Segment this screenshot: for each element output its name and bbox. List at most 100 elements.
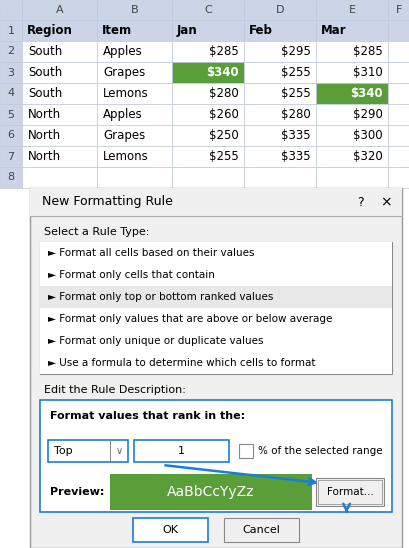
Text: F: F — [395, 5, 401, 15]
Bar — [40, 330, 391, 352]
Text: Preview:: Preview: — [50, 487, 104, 497]
Text: $285: $285 — [209, 45, 238, 58]
Bar — [22, 125, 97, 146]
Bar — [97, 104, 172, 125]
Bar — [243, 125, 315, 146]
Text: ?: ? — [356, 196, 362, 208]
Bar — [22, 104, 97, 125]
Bar — [40, 242, 391, 374]
Bar — [22, 167, 97, 188]
Bar — [172, 125, 243, 146]
Text: $280: $280 — [281, 108, 310, 121]
Text: A: A — [56, 5, 63, 15]
Text: Apples: Apples — [103, 45, 142, 58]
Bar — [48, 440, 128, 462]
Text: Mar: Mar — [320, 24, 346, 37]
Text: 2: 2 — [7, 47, 15, 56]
Text: 4: 4 — [7, 88, 15, 99]
Bar — [0, 104, 22, 125]
Text: ► Format only unique or duplicate values: ► Format only unique or duplicate values — [48, 336, 263, 346]
Bar — [315, 20, 387, 41]
Text: $310: $310 — [353, 66, 382, 79]
Text: Format values that rank in the:: Format values that rank in the: — [50, 411, 245, 421]
Bar — [387, 146, 409, 167]
Text: Feb: Feb — [248, 24, 272, 37]
Text: ► Format only values that are above or below average: ► Format only values that are above or b… — [48, 314, 332, 324]
Text: 3: 3 — [7, 67, 14, 77]
Text: % of the selected range: % of the selected range — [257, 446, 382, 456]
Bar — [315, 62, 387, 83]
Text: $290: $290 — [352, 108, 382, 121]
Bar — [243, 167, 315, 188]
Bar — [22, 83, 97, 104]
Text: ► Format only cells that contain: ► Format only cells that contain — [48, 270, 214, 280]
Bar — [243, 146, 315, 167]
Bar — [0, 167, 22, 188]
Text: E: E — [348, 5, 355, 15]
Text: $320: $320 — [353, 150, 382, 163]
Bar — [0, 41, 22, 62]
Text: $255: $255 — [209, 150, 238, 163]
Text: D: D — [275, 5, 283, 15]
Bar — [0, 125, 22, 146]
Bar — [40, 352, 391, 374]
Text: Apples: Apples — [103, 108, 142, 121]
Bar — [172, 41, 243, 62]
Bar — [40, 308, 391, 330]
Text: $335: $335 — [281, 129, 310, 142]
Bar — [315, 104, 387, 125]
Bar — [0, 0, 22, 20]
Text: 7: 7 — [7, 151, 15, 162]
Bar — [243, 0, 315, 20]
Text: 1: 1 — [7, 26, 14, 36]
Bar — [22, 20, 97, 41]
Bar — [97, 62, 172, 83]
Bar — [30, 188, 401, 548]
Text: Lemons: Lemons — [103, 87, 148, 100]
Text: $300: $300 — [353, 129, 382, 142]
Text: ► Format only top or bottom ranked values: ► Format only top or bottom ranked value… — [48, 292, 273, 302]
Bar — [110, 474, 311, 510]
Text: Region: Region — [27, 24, 73, 37]
Bar — [22, 41, 97, 62]
Bar — [223, 518, 298, 542]
Text: $260: $260 — [209, 108, 238, 121]
Bar — [172, 167, 243, 188]
Bar — [315, 167, 387, 188]
Text: Edit the Rule Description:: Edit the Rule Description: — [44, 385, 185, 395]
Bar — [40, 400, 391, 512]
Text: South: South — [28, 87, 62, 100]
Bar — [315, 0, 387, 20]
Text: C: C — [204, 5, 211, 15]
Bar — [22, 146, 97, 167]
Text: $255: $255 — [281, 66, 310, 79]
Bar — [243, 104, 315, 125]
Bar — [172, 83, 243, 104]
Text: $340: $340 — [350, 87, 382, 100]
Text: ► Format all cells based on their values: ► Format all cells based on their values — [48, 248, 254, 258]
Bar — [387, 125, 409, 146]
Text: 8: 8 — [7, 173, 15, 182]
Bar — [387, 167, 409, 188]
Bar — [22, 0, 97, 20]
Text: North: North — [28, 150, 61, 163]
Text: $255: $255 — [281, 87, 310, 100]
Text: New Formatting Rule: New Formatting Rule — [42, 196, 173, 208]
Bar — [97, 83, 172, 104]
Text: ► Use a formula to determine which cells to format: ► Use a formula to determine which cells… — [48, 358, 315, 368]
Bar — [243, 20, 315, 41]
Text: AaBbCcYyZz: AaBbCcYyZz — [167, 485, 254, 499]
Text: Jan: Jan — [177, 24, 197, 37]
Bar — [317, 480, 381, 504]
Text: $285: $285 — [353, 45, 382, 58]
Text: $250: $250 — [209, 129, 238, 142]
Text: B: B — [130, 5, 138, 15]
Bar — [315, 41, 387, 62]
Text: Grapes: Grapes — [103, 66, 145, 79]
Bar — [97, 41, 172, 62]
Text: North: North — [28, 108, 61, 121]
Bar — [22, 62, 97, 83]
Bar — [315, 125, 387, 146]
Bar — [97, 146, 172, 167]
Text: ∨: ∨ — [115, 446, 122, 456]
